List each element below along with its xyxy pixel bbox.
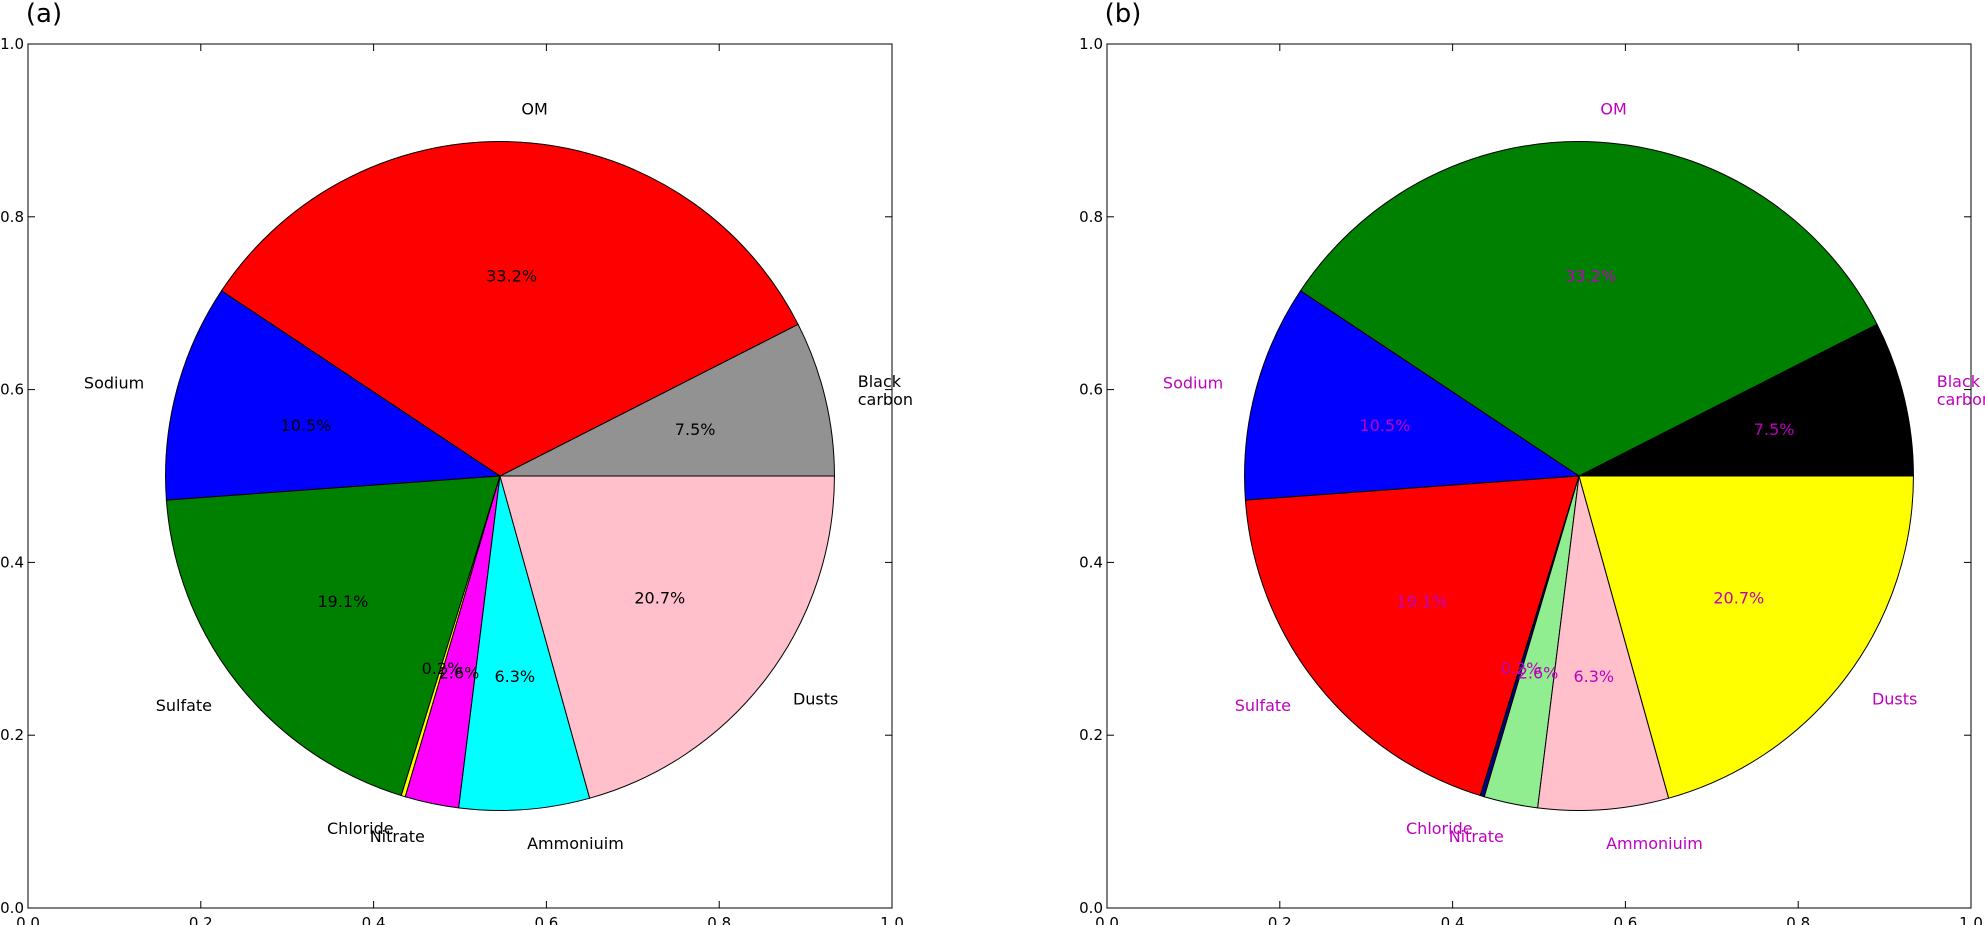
y-tick-label: 0.4 bbox=[0, 553, 24, 571]
pie-slice-sodium bbox=[1244, 290, 1581, 501]
pie-slice-black-carbon bbox=[1578, 323, 1914, 477]
y-tick-label: 1.0 bbox=[1079, 35, 1103, 53]
slice-label-sodium: Sodium bbox=[84, 373, 144, 392]
slice-label-ammoniuim: Ammoniuim bbox=[527, 834, 624, 853]
pie-slice-black-carbon bbox=[499, 323, 835, 477]
pie-chart-panel-b: 0.0 0.2 0.4 0.6 0.8 1.00.00.20.40.60.81.0(b)B… bbox=[1079, 0, 1985, 925]
pie-slice-dusts bbox=[499, 475, 835, 799]
x-tick-label: 0.8 bbox=[1786, 914, 1810, 925]
x-tick-label: 0.2 bbox=[1268, 914, 1292, 925]
slice-percent-dusts: 20.7% bbox=[1713, 588, 1764, 607]
slice-percent-ammoniuim: 6.3% bbox=[1573, 667, 1614, 686]
x-tick-label: 0.8 bbox=[707, 914, 731, 925]
axes-frame bbox=[1106, 43, 1972, 909]
pie-slice-sodium bbox=[165, 290, 502, 501]
y-tick-label: 0.6 bbox=[1079, 381, 1103, 399]
slice-percent-sulfate: 19.1% bbox=[1396, 592, 1447, 611]
x-tick-label: 0.0 bbox=[1095, 914, 1119, 925]
slice-percent-om: 33.2% bbox=[1565, 267, 1616, 286]
y-tick-label: 0.4 bbox=[1079, 553, 1103, 571]
slice-percent-nitrate: 2.6% bbox=[1518, 663, 1559, 682]
slice-label-nitrate: Nitrate bbox=[1449, 827, 1504, 846]
x-tick-label: 0.6 bbox=[534, 914, 558, 925]
slice-percent-sulfate: 19.1% bbox=[317, 592, 368, 611]
axes-frame bbox=[27, 43, 893, 909]
slice-label-dusts: Dusts bbox=[1872, 690, 1917, 709]
x-tick-label: 1.0 bbox=[880, 914, 904, 925]
x-tick-label: 1.0 bbox=[1959, 914, 1983, 925]
pie-slice-ammoniuim bbox=[458, 475, 591, 811]
pie-slice-om bbox=[1299, 141, 1878, 477]
slice-percent-dusts: 20.7% bbox=[634, 588, 685, 607]
y-tick-label: 0.8 bbox=[0, 208, 24, 226]
pie-chart-panel-a: 0.0 0.2 0.4 0.6 0.8 1.00.00.20.40.60.81.0(a)B… bbox=[0, 0, 913, 925]
slice-label-nitrate: Nitrate bbox=[370, 827, 425, 846]
x-tick-label: 0.6 bbox=[1613, 914, 1637, 925]
pie-slice-sulfate bbox=[1244, 475, 1580, 797]
pie-slice-dusts bbox=[1578, 475, 1914, 799]
x-tick-label: 0.2 bbox=[189, 914, 213, 925]
slice-label-ammoniuim: Ammoniuim bbox=[1606, 834, 1703, 853]
pie-slice-ammoniuim bbox=[1537, 475, 1670, 811]
x-tick-label: 0.4 bbox=[1441, 914, 1465, 925]
panel-label: (a) bbox=[26, 0, 62, 29]
slice-percent-chloride: 0.2% bbox=[422, 659, 463, 678]
slice-percent-black-carbon: 7.5% bbox=[1754, 420, 1795, 439]
slice-label-om: OM bbox=[521, 100, 547, 119]
slices bbox=[165, 141, 835, 811]
slice-label-chloride: Chloride bbox=[327, 819, 394, 838]
slice-label-om: OM bbox=[1600, 100, 1626, 119]
y-tick-label: 1.0 bbox=[0, 35, 24, 53]
slice-percent-chloride: 0.2% bbox=[1501, 659, 1542, 678]
y-tick-label: 0.2 bbox=[0, 726, 24, 744]
y-tick-label: 0.0 bbox=[0, 899, 24, 917]
slices bbox=[1244, 141, 1914, 811]
pie-slice-sulfate bbox=[165, 475, 501, 797]
panel-label: (b) bbox=[1105, 0, 1142, 29]
slice-percent-sodium: 10.5% bbox=[281, 416, 332, 435]
slice-percent-sodium: 10.5% bbox=[1360, 416, 1411, 435]
slice-label-sulfate: Sulfate bbox=[156, 696, 212, 715]
slice-label-chloride: Chloride bbox=[1406, 819, 1473, 838]
x-tick-label: 0.0 bbox=[16, 914, 40, 925]
slice-percent-nitrate: 2.6% bbox=[439, 663, 480, 682]
slice-label-dusts: Dusts bbox=[793, 690, 838, 709]
slice-label-sulfate: Sulfate bbox=[1235, 696, 1291, 715]
y-tick-label: 0.6 bbox=[0, 381, 24, 399]
pie-slice-om bbox=[220, 141, 799, 477]
slice-percent-black-carbon: 7.5% bbox=[675, 420, 716, 439]
y-tick-label: 0.2 bbox=[1079, 726, 1103, 744]
slice-percent-om: 33.2% bbox=[486, 267, 537, 286]
slice-label-sodium: Sodium bbox=[1163, 373, 1223, 392]
y-tick-label: 0.8 bbox=[1079, 208, 1103, 226]
slice-percent-ammoniuim: 6.3% bbox=[494, 667, 535, 686]
x-tick-label: 0.4 bbox=[362, 914, 386, 925]
y-tick-label: 0.0 bbox=[1079, 899, 1103, 917]
